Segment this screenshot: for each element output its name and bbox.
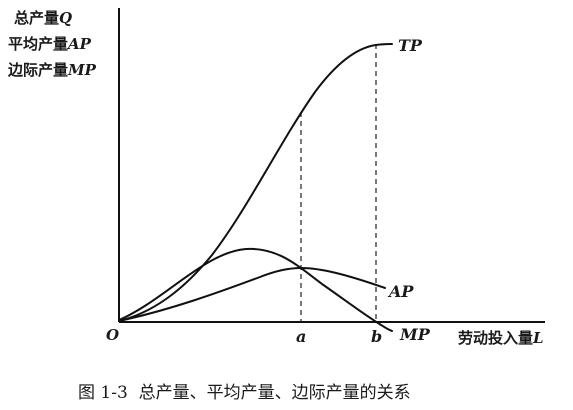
y-axis-label-marginal-product: 边际产量MP <box>7 61 97 79</box>
figure-caption: 图 1-3 总产量、平均产量、边际产量的关系 <box>78 383 411 403</box>
tp-curve <box>118 43 393 322</box>
x-axis-label: 劳动投入量L <box>458 329 544 347</box>
origin-label: O <box>106 326 119 344</box>
y-axis-label-total-product: 总产量Q <box>14 9 72 27</box>
mp-curve-label: MP <box>399 325 431 344</box>
y-axis-label-average-product: 平均产量AP <box>8 35 92 53</box>
x-tick-b: b <box>371 327 382 346</box>
x-tick-a: a <box>296 327 306 346</box>
tp-curve-label: TP <box>398 36 423 55</box>
mp-curve <box>118 247 393 332</box>
ap-curve <box>118 267 386 322</box>
ap-curve-label: AP <box>387 282 414 301</box>
